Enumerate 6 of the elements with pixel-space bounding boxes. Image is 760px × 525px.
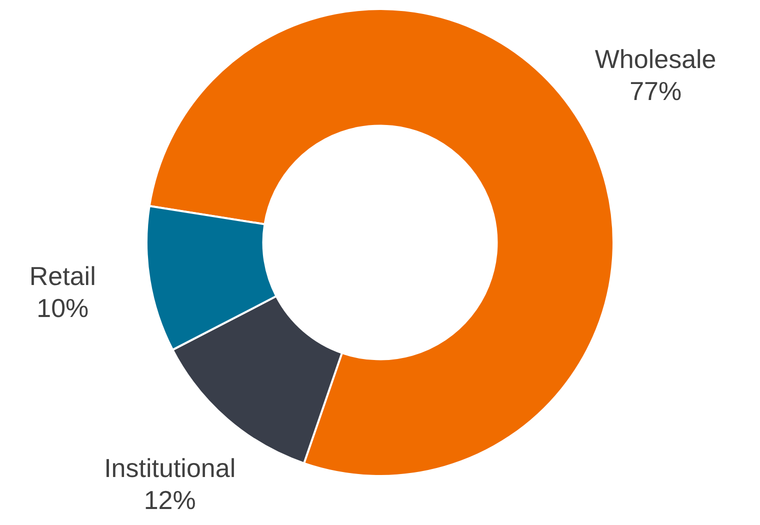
slice-label: Retail (29, 260, 96, 291)
slice-label: Institutional (104, 452, 236, 483)
slice-label: Wholesale (594, 44, 716, 74)
data-label: 10% (36, 292, 89, 323)
data-label: 77% (630, 76, 682, 106)
data-label: 12% (144, 484, 196, 515)
